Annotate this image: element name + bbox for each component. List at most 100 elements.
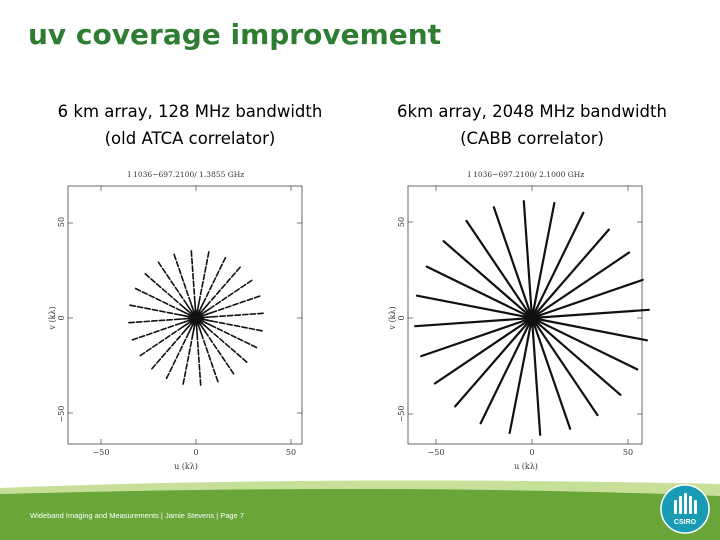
uv-track-segment: [207, 327, 214, 334]
uv-track-segment: [215, 375, 219, 383]
uv-track-segment: [217, 307, 225, 312]
uv-track-segment: [170, 330, 177, 336]
uv-track-segment: [148, 294, 155, 299]
uv-track-segment: [167, 293, 173, 299]
y-axis-label: v (kλ): [388, 306, 397, 330]
uv-track-segment: [235, 266, 241, 273]
uv-track-segment: [205, 290, 210, 298]
uv-track-segment: [208, 305, 215, 310]
x-tick-label: 50: [286, 448, 296, 457]
uv-track-segment: [246, 279, 253, 285]
uv-track-segment: [220, 283, 226, 290]
uv-track-spoke: [533, 228, 610, 317]
uv-track-segment: [200, 332, 204, 340]
uv-track-segment: [199, 288, 203, 296]
uv-track-segment: [144, 307, 151, 310]
uv-track-spoke: [454, 319, 531, 408]
uv-track-segment: [205, 319, 213, 322]
uv-track-segment: [183, 370, 187, 378]
uv-track-segment: [188, 296, 192, 304]
uv-track-segment: [182, 378, 185, 385]
uv-track-segment: [139, 351, 146, 357]
uv-track-spoke: [534, 251, 631, 317]
uv-track-segment: [151, 308, 159, 312]
uv-center-ring: [189, 311, 203, 325]
uv-track-segment: [241, 326, 248, 329]
uv-track-segment: [230, 347, 237, 353]
uv-track-segment: [183, 282, 187, 289]
uv-center-core: [193, 315, 199, 321]
uv-plot-old-correlator: I 1036−697.2100/ 1.3855 GHz −50 0 50 u (…: [44, 160, 328, 478]
plot-frame: [67, 185, 303, 445]
uv-track-spoke: [479, 320, 532, 425]
uv-track-segment: [197, 301, 200, 309]
uv-track-segment: [161, 352, 167, 359]
left-panel-caption: 6 km array, 128 MHz bandwidth (old ATCA …: [30, 98, 350, 152]
uv-track-spoke: [522, 200, 533, 316]
uv-track-segment: [216, 327, 224, 332]
uv-track-segment: [212, 343, 218, 350]
y-tick-label: −50: [57, 406, 66, 423]
uv-track-segment: [202, 273, 206, 281]
uv-track-segment: [175, 307, 183, 312]
uv-track-segment: [212, 368, 217, 376]
uv-track-segment: [202, 339, 207, 347]
uv-track-segment: [233, 288, 240, 293]
uv-track-segment: [221, 296, 228, 302]
uv-track-segment: [145, 332, 153, 336]
uv-track-segment: [152, 343, 159, 348]
uv-track-segment: [229, 368, 235, 375]
right-caption-line2: (CABB correlator): [460, 129, 604, 148]
uv-track-segment: [188, 348, 191, 355]
uv-track-segment: [179, 314, 187, 317]
uv-track-segment: [183, 306, 189, 312]
uv-track-segment: [176, 335, 182, 341]
uv-track-segment: [217, 349, 222, 356]
uv-track-segment: [168, 304, 176, 309]
uv-plot-right-svg: I 1036−697.2100/ 2.1000 GHz −50 0 50 u (…: [388, 170, 650, 471]
uv-track-segment: [225, 305, 232, 309]
uv-track-segment: [201, 281, 204, 288]
uv-track-segment: [244, 341, 251, 345]
uv-track-segment: [239, 300, 247, 304]
uv-tracks: [128, 250, 264, 386]
uv-track-segment: [173, 253, 177, 261]
uv-track-segment: [150, 278, 156, 284]
uv-track-segment: [180, 310, 188, 315]
uv-track-segment: [159, 310, 166, 313]
uv-track-segment: [198, 327, 202, 334]
uv-track-segment: [169, 366, 173, 373]
uv-track-segment: [157, 261, 163, 268]
uv-track-segment: [207, 251, 210, 258]
uv-track-segment: [161, 267, 167, 274]
uv-track-segment: [177, 326, 184, 331]
uv-track-segment: [213, 332, 219, 338]
uv-center-core: [528, 314, 536, 322]
uv-track-segment: [209, 324, 217, 329]
uv-track-spoke: [534, 308, 650, 319]
uv-track-segment: [178, 267, 182, 275]
uv-track-segment: [191, 333, 194, 341]
x-tick-label: −50: [428, 448, 445, 457]
uv-track-segment: [175, 352, 180, 359]
uv-track-segment: [205, 312, 212, 316]
plot-header: I 1036−697.2100/ 1.3855 GHz: [128, 170, 245, 179]
uv-track-segment: [205, 347, 209, 354]
uv-track-segment: [151, 363, 157, 370]
uv-track-segment: [221, 355, 226, 362]
footer-dark-band: [0, 489, 720, 540]
right-panel-caption: 6km array, 2048 MHz bandwidth (CABB corr…: [372, 98, 692, 152]
footer-band: [0, 480, 720, 540]
uv-track-segment: [232, 302, 239, 307]
uv-track-segment: [205, 258, 209, 266]
uv-track-segment: [202, 305, 208, 311]
uv-track-segment: [215, 300, 222, 306]
uv-track-segment: [158, 339, 165, 344]
uv-track-segment: [204, 266, 207, 273]
right-caption-line1: 6km array, 2048 MHz bandwidth: [397, 102, 667, 121]
uv-track-segment: [189, 340, 193, 348]
uv-plot-left-svg: I 1036−697.2100/ 1.3855 GHz −50 0 50 u (…: [48, 170, 303, 471]
uv-track-segment: [155, 297, 162, 302]
uv-track-segment: [219, 263, 223, 270]
uv-track-segment: [233, 324, 241, 328]
